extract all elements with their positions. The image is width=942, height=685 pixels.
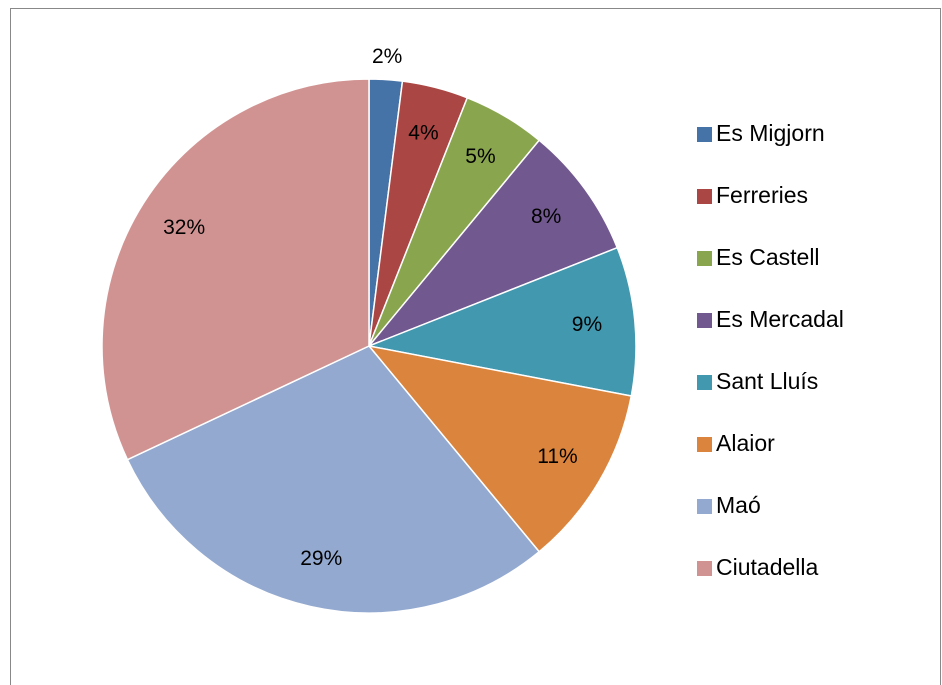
data-label: 2% [372, 45, 402, 68]
legend-label: Ferreries [716, 182, 808, 208]
legend-swatch [697, 313, 712, 328]
legend-label: Ciutadella [716, 554, 818, 580]
pie-slice [368, 139, 619, 347]
legend-label: Es Castell [716, 244, 820, 270]
legend-swatch [697, 375, 712, 390]
pie-slice [126, 345, 541, 614]
data-label: 8% [531, 205, 561, 228]
data-label: 29% [300, 547, 342, 570]
legend-label: Es Migjorn [716, 120, 825, 146]
pie-slice [101, 78, 370, 461]
data-label: 9% [572, 313, 602, 336]
data-label: 32% [163, 216, 205, 239]
data-label: 11% [537, 445, 577, 468]
pie-slice [367, 344, 633, 553]
legend-swatch [697, 561, 712, 576]
legend-swatch [697, 499, 712, 514]
pie-slice [366, 246, 637, 397]
chart-border [10, 8, 941, 685]
data-label: 5% [465, 145, 495, 168]
legend-swatch [697, 127, 712, 142]
legend-swatch [697, 189, 712, 204]
data-label: 4% [408, 121, 438, 144]
legend-label: Maó [716, 492, 761, 518]
legend-label: Es Mercadal [716, 306, 844, 332]
legend-swatch [697, 437, 712, 452]
legend-label: Sant Lluís [716, 368, 818, 394]
legend-label: Alaior [716, 430, 775, 456]
legend-swatch [697, 251, 712, 266]
